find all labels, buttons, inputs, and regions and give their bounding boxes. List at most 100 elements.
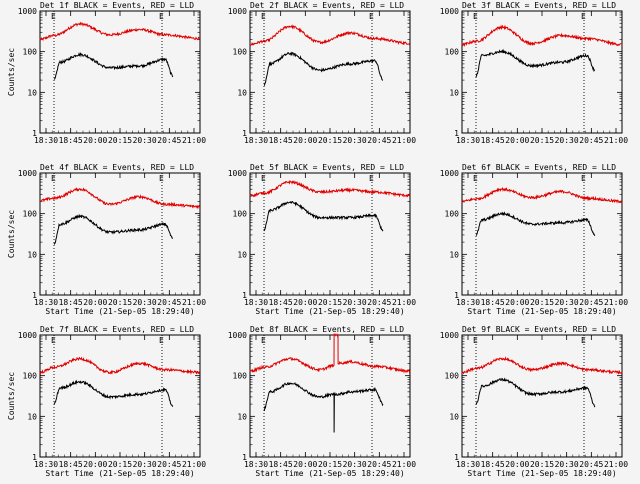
events-series-line	[475, 211, 596, 237]
x-tick-label: 20:15	[108, 136, 132, 145]
event-marker-label: E	[581, 12, 586, 21]
detector-panel-7: Det 7f BLACK = Events, RED = LLD 1 10 100 10…	[7, 325, 206, 478]
x-tick-label: 20:00	[505, 298, 529, 307]
plot-frame	[39, 10, 201, 134]
y-tick-label: 100	[445, 48, 460, 57]
x-tick-label: 21:00	[604, 460, 628, 469]
x-axis-label: Start Time (21-Sep-05 18:29:40)	[255, 469, 404, 478]
panel-title: Det 2f BLACK = Events, RED = LLD	[250, 1, 404, 10]
x-axis-label: Start Time (21-Sep-05 18:29:40)	[45, 307, 194, 316]
detector-panel-5: Det 5f BLACK = Events, RED = LLD 1 10 100 10…	[228, 163, 416, 316]
x-tick-label: 18:45	[269, 460, 293, 469]
y-axis-label: Counts/sec	[7, 372, 16, 420]
y-tick-label: 100	[23, 210, 38, 219]
detector-panel-4: Det 4f BLACK = Events, RED = LLD 1 10 100 10…	[7, 163, 206, 316]
x-tick-label: 20:30	[133, 136, 157, 145]
x-tick-label: 20:00	[83, 460, 107, 469]
event-marker-label: E	[369, 336, 374, 345]
panel-title: Det 7f BLACK = Events, RED = LLD	[40, 325, 194, 334]
x-axis-label: Start Time (21-Sep-05 18:29:40)	[467, 307, 616, 316]
y-tick-label: 1000	[18, 169, 37, 178]
y-tick-label: 1000	[228, 7, 247, 16]
panel-title: Det 6f BLACK = Events, RED = LLD	[462, 163, 616, 172]
x-axis-label: Start Time (21-Sep-05 18:29:40)	[255, 307, 404, 316]
x-tick-label: 20:00	[505, 136, 529, 145]
x-tick-label: 21:00	[182, 460, 206, 469]
y-tick-label: 1	[32, 129, 37, 138]
x-tick-label: 20:15	[318, 298, 342, 307]
events-series-line	[263, 200, 384, 232]
event-marker-label: E	[261, 174, 266, 183]
event-marker-label: E	[261, 12, 266, 21]
x-tick-label: 18:45	[59, 460, 83, 469]
plot-frame	[249, 10, 411, 134]
x-tick-label: 18:30	[244, 136, 268, 145]
x-tick-label: 21:00	[604, 136, 628, 145]
events-series-line	[475, 377, 596, 408]
detector-panel-8: Det 8f BLACK = Events, RED = LLD 1 10 100 10…	[228, 325, 416, 478]
y-tick-label: 100	[445, 372, 460, 381]
x-tick-label: 20:30	[555, 136, 579, 145]
y-tick-label: 1	[242, 453, 247, 462]
y-tick-label: 10	[27, 250, 37, 259]
y-tick-label: 1	[454, 453, 459, 462]
y-tick-label: 10	[449, 250, 459, 259]
y-tick-label: 1000	[440, 7, 459, 16]
y-tick-label: 10	[449, 88, 459, 97]
y-tick-label: 100	[233, 48, 248, 57]
x-tick-label: 20:30	[343, 136, 367, 145]
x-tick-label: 18:30	[34, 298, 58, 307]
event-marker-label: E	[51, 336, 56, 345]
x-tick-label: 20:00	[83, 136, 107, 145]
y-tick-label: 1000	[228, 331, 247, 340]
event-marker-label: E	[581, 336, 586, 345]
x-tick-label: 20:15	[108, 298, 132, 307]
event-marker-label: E	[369, 12, 374, 21]
x-tick-label: 21:00	[182, 298, 206, 307]
y-tick-label: 10	[449, 412, 459, 421]
x-tick-label: 20:00	[83, 298, 107, 307]
event-marker-label: E	[51, 12, 56, 21]
event-marker-label: E	[159, 174, 164, 183]
x-tick-label: 20:15	[530, 136, 554, 145]
x-axis-label: Start Time (21-Sep-05 18:29:40)	[45, 469, 194, 478]
x-tick-label: 18:30	[456, 298, 480, 307]
x-tick-label: 18:45	[481, 298, 505, 307]
y-axis-label: Counts/sec	[7, 48, 16, 96]
event-marker-label: E	[159, 12, 164, 21]
x-tick-label: 20:45	[579, 298, 603, 307]
x-tick-label: 20:30	[555, 460, 579, 469]
x-tick-label: 21:00	[604, 298, 628, 307]
x-tick-label: 18:45	[481, 460, 505, 469]
lld-series-line	[461, 356, 623, 375]
x-tick-label: 20:45	[579, 136, 603, 145]
panel-title: Det 1f BLACK = Events, RED = LLD	[40, 1, 194, 10]
events-series-line	[53, 379, 174, 407]
x-tick-label: 20:30	[133, 298, 157, 307]
y-tick-label: 10	[27, 88, 37, 97]
x-tick-label: 20:45	[367, 136, 391, 145]
lld-series-line	[461, 24, 623, 47]
y-tick-label: 1	[454, 129, 459, 138]
x-tick-label: 20:45	[157, 460, 181, 469]
x-tick-label: 18:30	[456, 460, 480, 469]
x-tick-label: 20:15	[108, 460, 132, 469]
x-tick-label: 18:30	[34, 460, 58, 469]
x-tick-label: 20:00	[505, 460, 529, 469]
detector-panel-9: Det 9f BLACK = Events, RED = LLD 1 10 100 10…	[440, 325, 628, 478]
lld-series-line	[461, 186, 623, 204]
x-tick-label: 21:00	[392, 136, 416, 145]
plot-frame	[461, 172, 623, 296]
y-tick-label: 1	[454, 291, 459, 300]
y-tick-label: 1	[242, 129, 247, 138]
panel-title: Det 8f BLACK = Events, RED = LLD	[250, 325, 404, 334]
y-tick-label: 1000	[18, 7, 37, 16]
event-marker-label: E	[159, 336, 164, 345]
y-axis-label: Counts/sec	[7, 210, 16, 258]
y-tick-label: 100	[23, 48, 38, 57]
x-tick-label: 20:45	[579, 460, 603, 469]
x-tick-label: 20:30	[555, 298, 579, 307]
x-tick-label: 20:45	[157, 136, 181, 145]
lld-series-line	[250, 24, 411, 46]
